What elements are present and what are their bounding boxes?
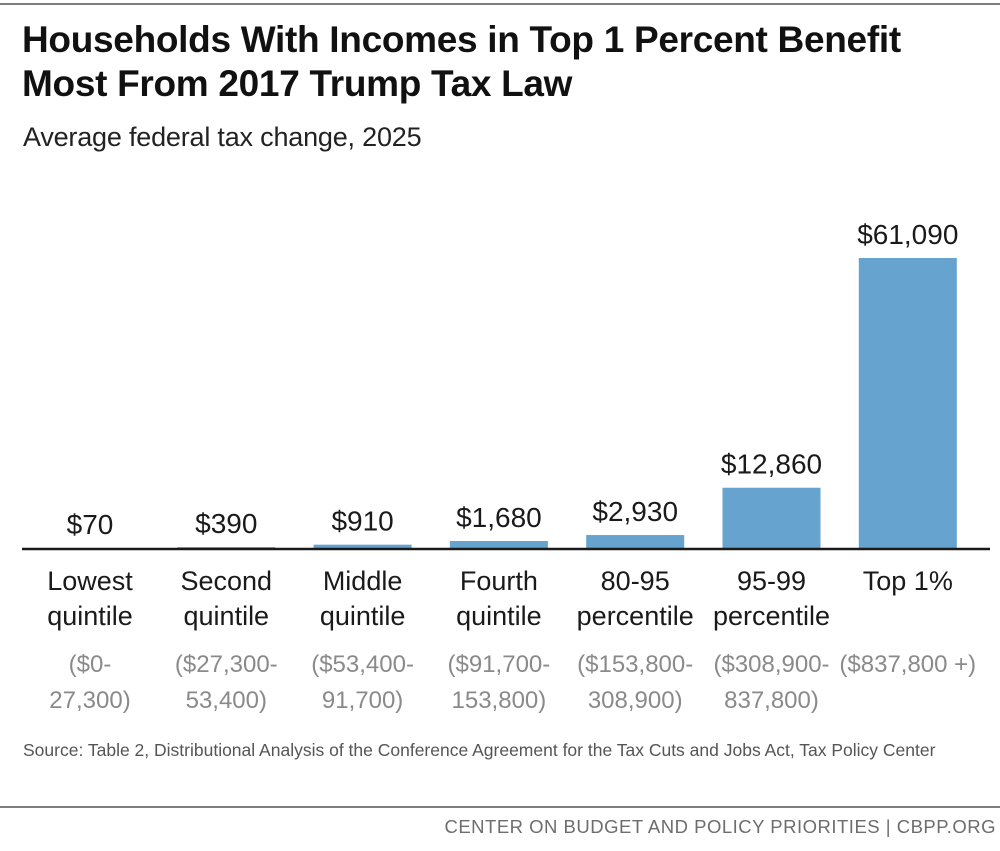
top-rule xyxy=(0,3,1000,5)
data-label: $2,930 xyxy=(592,496,678,527)
x-tick-label: quintile xyxy=(320,601,406,631)
income-range-label: 837,800) xyxy=(724,687,819,714)
x-tick-label: quintile xyxy=(47,601,133,631)
income-range-label: ($91,700- xyxy=(448,651,551,678)
data-label: $12,860 xyxy=(721,449,822,480)
income-range-label: ($153,800- xyxy=(577,651,693,678)
x-tick-label: percentile xyxy=(713,601,830,631)
x-tick-label: Top 1% xyxy=(863,566,953,596)
bottom-rule xyxy=(0,806,1000,808)
x-tick-label: 80-95 xyxy=(601,566,670,596)
footer-credit: CENTER ON BUDGET AND POLICY PRIORITIES |… xyxy=(444,816,996,837)
labels-layer: $70 Lowest quintile ($0- 27,300) $390 Second qu… xyxy=(47,219,976,714)
x-tick-label: quintile xyxy=(456,601,542,631)
data-label: $390 xyxy=(195,508,257,539)
x-tick-label: Middle xyxy=(323,566,403,596)
chart-title: Households With Incomes in Top 1 Percent… xyxy=(22,19,901,104)
data-label: $1,680 xyxy=(456,502,542,533)
x-tick-label: percentile xyxy=(577,601,694,631)
x-tick-label: quintile xyxy=(184,601,270,631)
bars-layer xyxy=(41,258,957,549)
income-range-label: 153,800) xyxy=(452,687,547,714)
bar xyxy=(313,544,412,549)
bar xyxy=(586,535,685,549)
x-tick-label: Lowest xyxy=(47,566,133,596)
income-range-label: ($53,400- xyxy=(311,651,414,678)
source-note: Source: Table 2, Distributional Analysis… xyxy=(23,740,936,760)
data-label: $70 xyxy=(67,509,114,540)
x-tick-label: 95-99 xyxy=(737,566,806,596)
chart-subtitle: Average federal tax change, 2025 xyxy=(23,122,422,152)
bar-chart: $70 Lowest quintile ($0- 27,300) $390 Second qu… xyxy=(22,219,990,714)
income-range-label: ($308,900- xyxy=(713,651,829,678)
income-range-label: 308,900) xyxy=(588,687,683,714)
bar xyxy=(722,487,821,549)
data-label: $61,090 xyxy=(857,219,958,250)
income-range-label: 91,700) xyxy=(322,687,403,714)
bar xyxy=(858,258,957,549)
bar xyxy=(449,540,548,549)
x-tick-label: Fourth xyxy=(460,566,538,596)
income-range-label: ($27,300- xyxy=(175,651,278,678)
income-range-label: 27,300) xyxy=(49,687,130,714)
income-range-label: 53,400) xyxy=(186,687,267,714)
data-label: $910 xyxy=(331,506,393,537)
income-range-label: ($0- xyxy=(69,651,112,678)
x-tick-label: Second xyxy=(181,566,273,596)
income-range-label: ($837,800 +) xyxy=(839,651,976,678)
